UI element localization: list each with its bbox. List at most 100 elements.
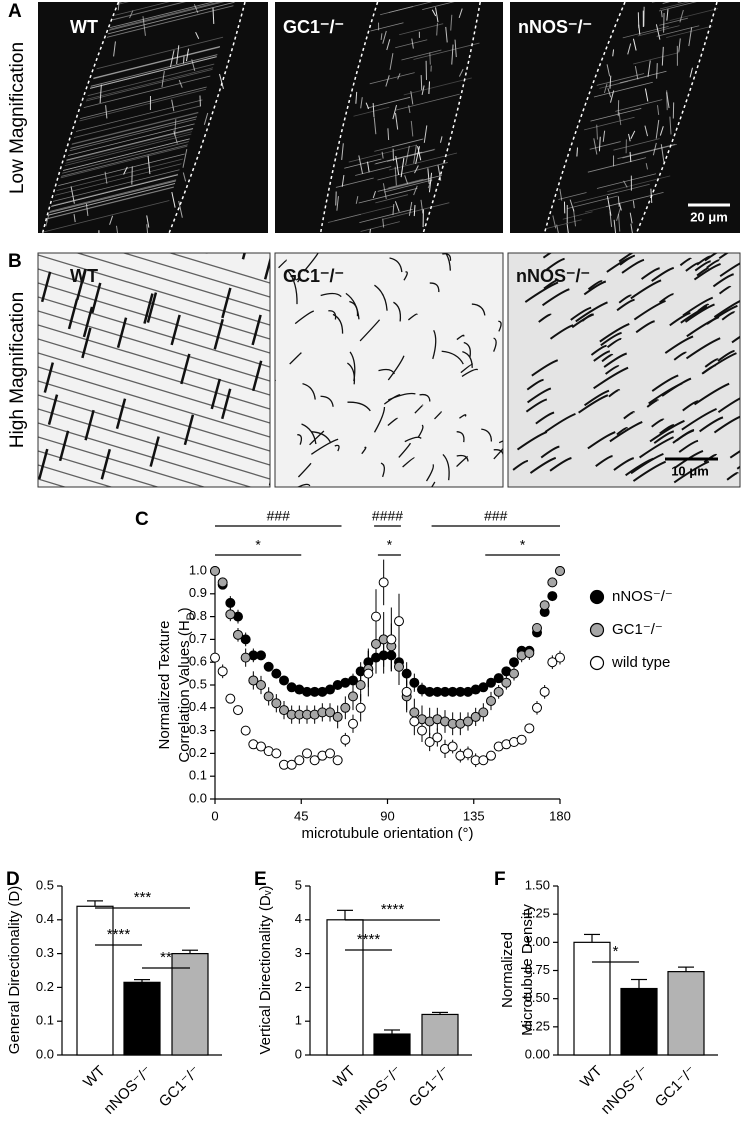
data-point xyxy=(478,682,489,693)
filament xyxy=(193,4,199,14)
filament xyxy=(605,365,620,375)
data-point xyxy=(309,755,320,766)
filament xyxy=(394,166,397,186)
cell-border xyxy=(319,2,379,233)
filament xyxy=(58,430,70,462)
filament xyxy=(100,448,112,480)
y-tick-label: 1.00 xyxy=(525,934,550,949)
filament xyxy=(332,313,344,334)
filament xyxy=(655,24,661,40)
filament xyxy=(736,465,740,470)
striation xyxy=(83,75,211,108)
data-point xyxy=(286,759,297,770)
filament xyxy=(570,306,592,321)
filament xyxy=(445,26,448,43)
filament xyxy=(578,394,609,414)
filament xyxy=(617,196,620,207)
striation xyxy=(93,46,220,80)
x-tick-label: GC1⁻/⁻ xyxy=(406,1063,454,1111)
striation xyxy=(622,143,677,159)
data-point xyxy=(248,675,259,686)
data-point xyxy=(401,686,412,697)
filament xyxy=(360,97,363,109)
y-tick-label: 1.25 xyxy=(525,906,550,921)
filament xyxy=(421,85,425,96)
filament xyxy=(498,440,503,444)
filament xyxy=(600,331,622,347)
filament xyxy=(297,434,303,445)
data-point xyxy=(263,691,274,702)
striation xyxy=(622,25,669,39)
filament xyxy=(649,419,685,443)
filament xyxy=(70,186,75,204)
scale-label: 10 μm xyxy=(671,463,709,478)
filament xyxy=(450,14,453,31)
filament xyxy=(660,11,663,18)
filament xyxy=(660,144,665,163)
y-tick-label: 0.5 xyxy=(36,877,54,892)
data-point xyxy=(493,686,504,697)
image-label: WT xyxy=(70,266,98,286)
striation xyxy=(54,163,182,196)
cell-border xyxy=(168,2,246,233)
filament xyxy=(462,351,473,368)
filament xyxy=(359,319,381,342)
y-axis-label: General Directionality (D) xyxy=(6,886,23,1054)
bar xyxy=(326,919,364,1056)
filament xyxy=(703,453,718,464)
data-point xyxy=(233,629,243,640)
y-tick-label: 0.2 xyxy=(36,979,54,994)
filament xyxy=(442,253,452,261)
data-point xyxy=(555,566,565,576)
filament xyxy=(693,262,721,281)
image-label: WT xyxy=(70,17,98,37)
data-point xyxy=(225,693,236,704)
striation xyxy=(566,195,618,209)
filament xyxy=(221,287,232,319)
filament xyxy=(656,63,658,79)
filament xyxy=(402,457,415,468)
filament xyxy=(178,200,183,218)
y-tick-label: 1.50 xyxy=(525,877,550,892)
filament xyxy=(436,23,438,36)
striation xyxy=(47,187,174,220)
striation xyxy=(360,221,400,232)
striation xyxy=(112,2,187,21)
data-point xyxy=(263,661,274,672)
filament xyxy=(417,424,424,438)
filament xyxy=(713,415,740,434)
data-point xyxy=(424,737,435,747)
filament xyxy=(429,282,440,293)
filament xyxy=(302,382,316,400)
filament xyxy=(414,165,419,174)
filament xyxy=(297,462,312,478)
panel-letter: D xyxy=(6,869,20,890)
filament xyxy=(680,305,708,324)
striation xyxy=(413,42,480,60)
filament xyxy=(461,368,479,377)
filament xyxy=(378,368,395,375)
filament xyxy=(458,68,464,77)
bar xyxy=(76,905,114,1056)
filament xyxy=(618,203,622,211)
striation xyxy=(633,52,680,65)
filament xyxy=(456,455,468,468)
filament xyxy=(664,335,694,354)
filament xyxy=(76,269,87,301)
y-tick-label: 5 xyxy=(295,877,302,892)
y-tick-label: 0.2 xyxy=(189,745,207,760)
filament xyxy=(380,33,383,40)
striation xyxy=(168,253,270,284)
filament xyxy=(123,166,128,175)
data-point xyxy=(240,652,251,663)
filament xyxy=(427,168,430,184)
striation xyxy=(64,133,192,166)
filament xyxy=(398,442,412,458)
filament xyxy=(380,462,385,478)
striation xyxy=(118,2,121,3)
filament xyxy=(81,327,92,359)
filament xyxy=(142,16,146,36)
bar xyxy=(123,981,161,1056)
y-tick-label: 0.3 xyxy=(189,722,207,737)
filament xyxy=(542,253,552,259)
